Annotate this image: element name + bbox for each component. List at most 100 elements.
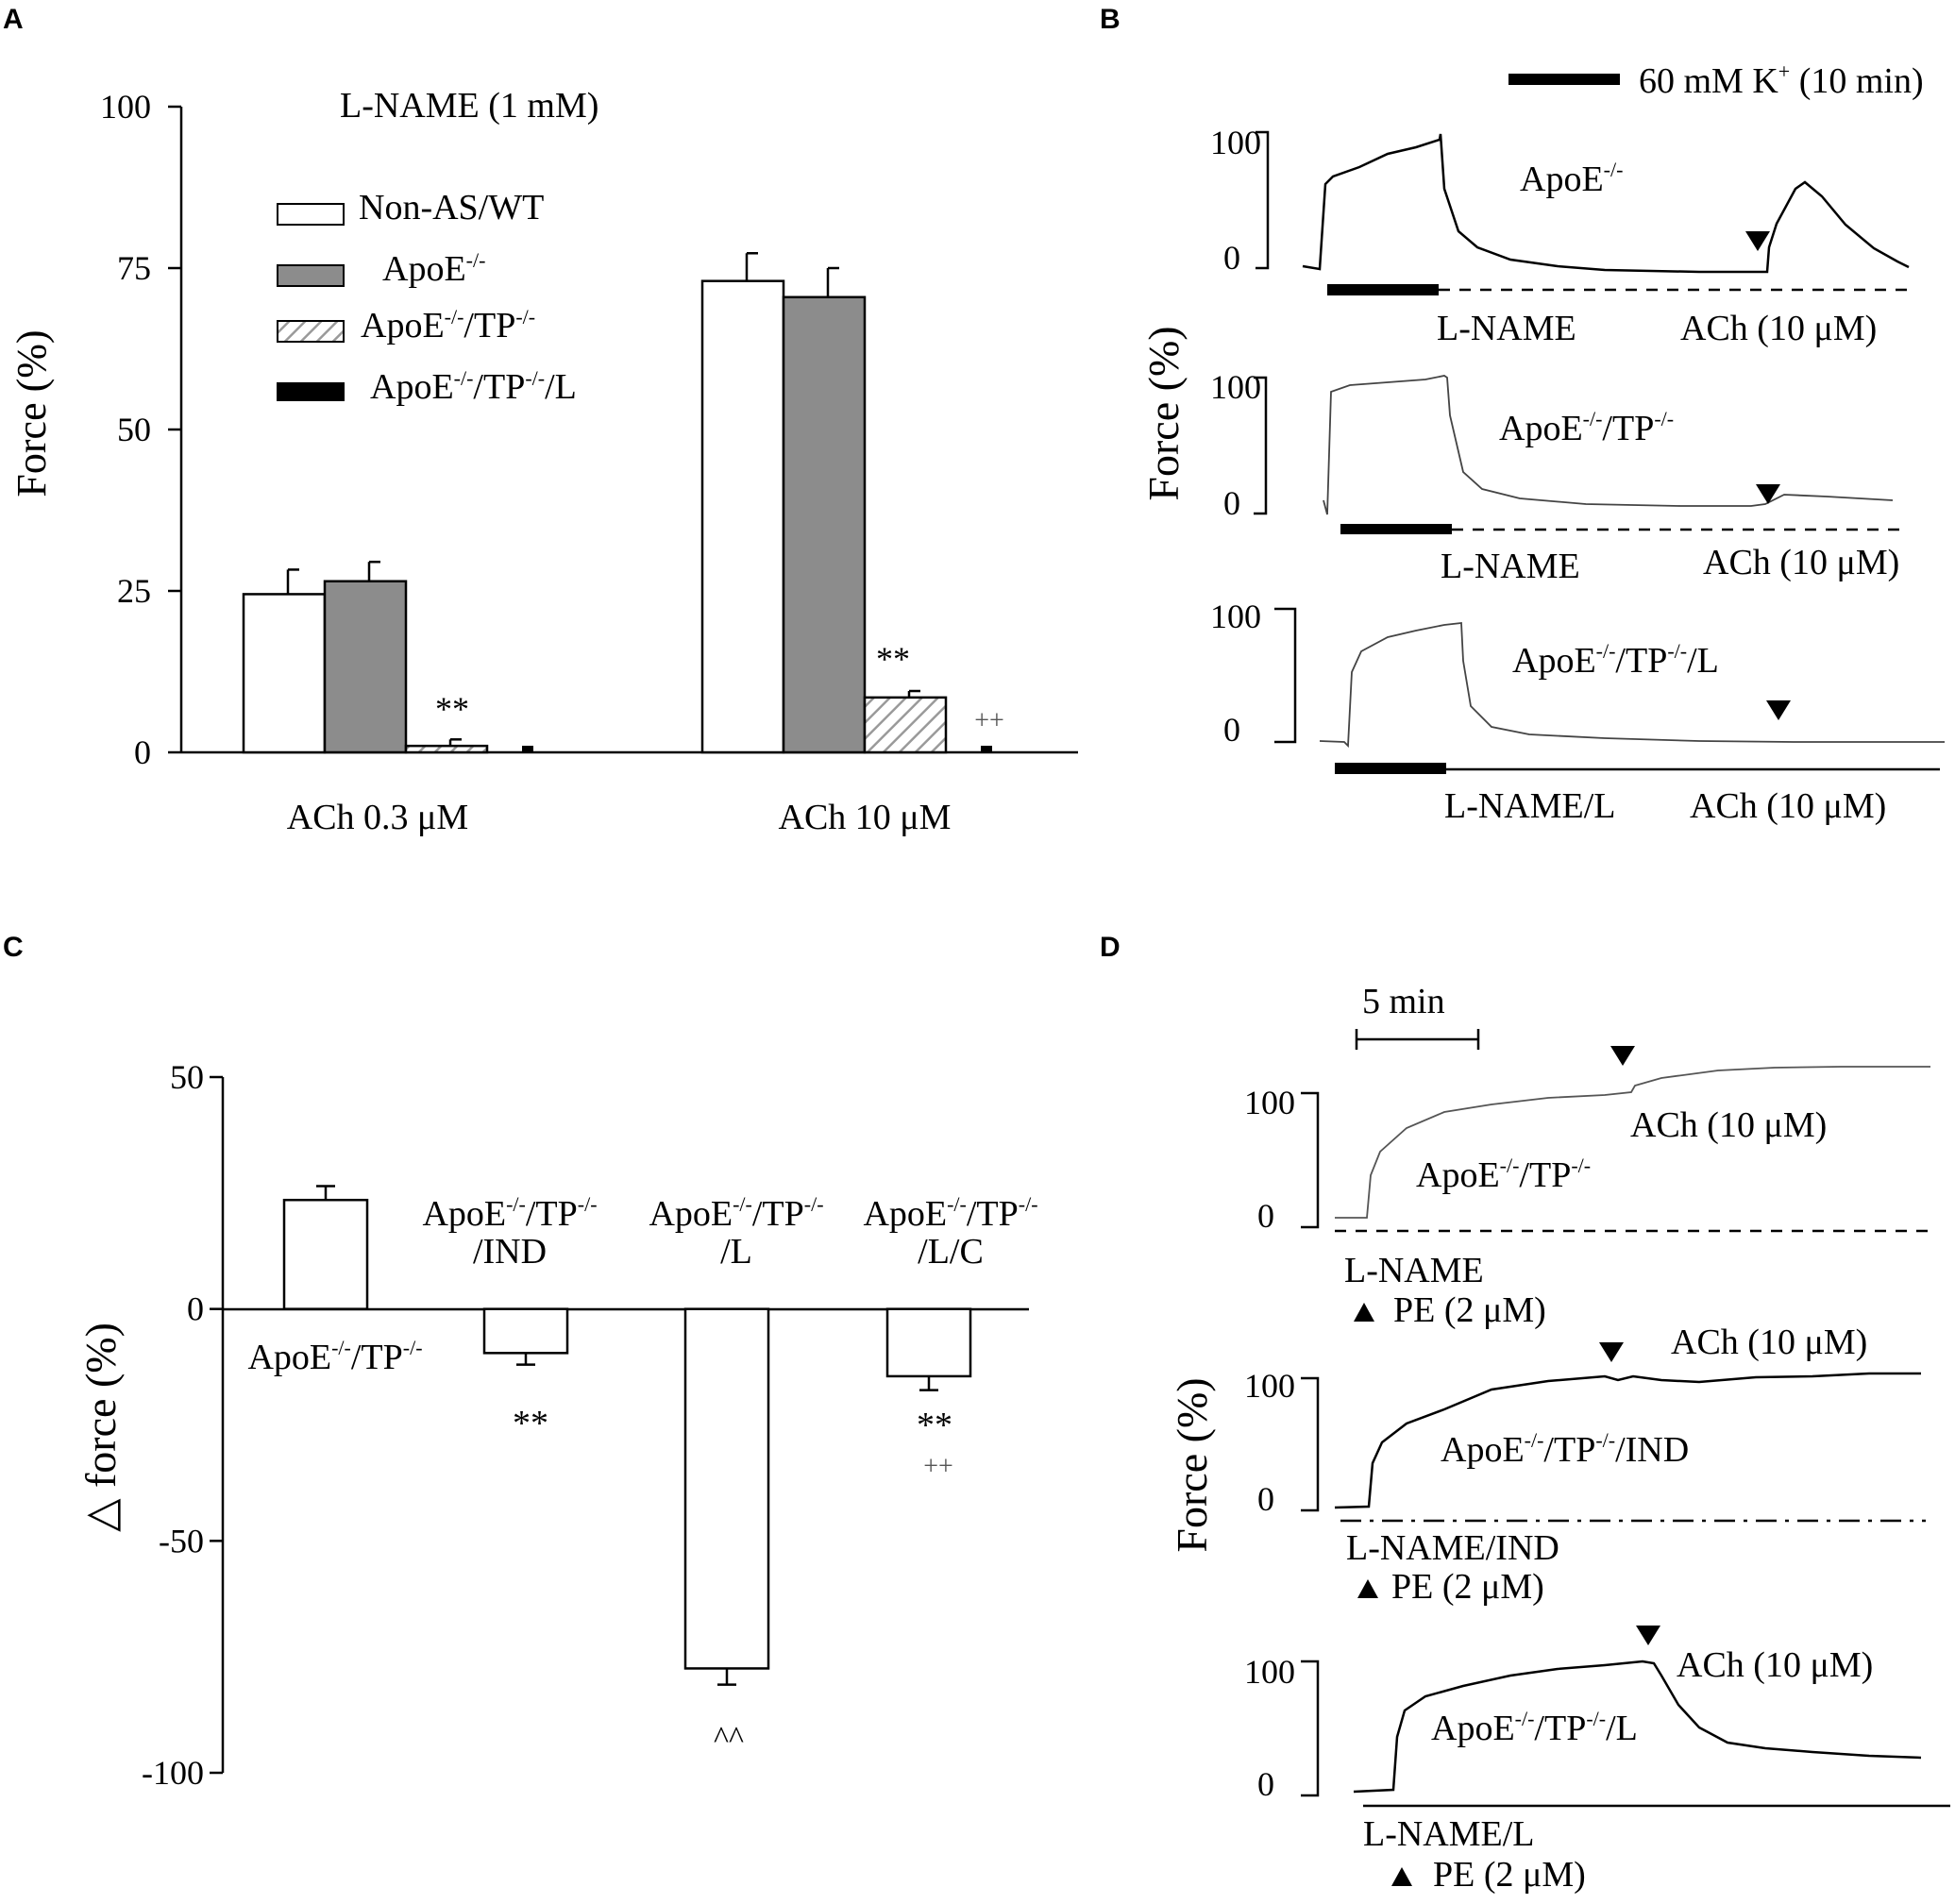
- a-legend-swatch-3: [277, 320, 345, 343]
- b2-treatment-label: L-NAME: [1441, 547, 1580, 586]
- a-legend-swatch-1: [277, 203, 345, 226]
- b1-scale-bracket: [1256, 130, 1270, 270]
- b1-trace-label: ApoE-/-: [1520, 158, 1623, 199]
- d3-ymin-label: 0: [1257, 1765, 1274, 1803]
- a-category-label-2: ACh 10 μM: [779, 798, 952, 837]
- b2-k-bar: [1340, 524, 1452, 534]
- d3-ach-label: ACh (10 μM): [1677, 1645, 1873, 1685]
- a-bar-s1-c1: [242, 593, 327, 754]
- d1-scale-bracket: [1301, 1091, 1320, 1229]
- b3-treatment-label: L-NAME/L: [1444, 786, 1616, 826]
- a-legend-label-2: ApoE-/-: [382, 248, 485, 289]
- b1-ach-label: ACh (10 μM): [1680, 309, 1877, 348]
- d3-pe-label: PE (2 μM): [1433, 1855, 1586, 1895]
- d2-ach-arrow-icon: [1599, 1342, 1624, 1362]
- panel-label-b: B: [1100, 4, 1121, 35]
- b1-ymax-label: 100: [1210, 124, 1261, 161]
- b1-treatment-label: L-NAME: [1437, 309, 1576, 348]
- b3-ymin-label: 0: [1223, 711, 1240, 749]
- d3-trace: [1353, 1660, 1922, 1794]
- d1-ymin-label: 0: [1257, 1197, 1274, 1235]
- d2-pe-label: PE (2 μM): [1391, 1567, 1544, 1607]
- panel-c-bar-chart: 50 0 -50 -100 △ force (%) ApoE-/-/TP-/- Apo…: [76, 1058, 1038, 1792]
- a-legend-label-4: ApoE-/-/TP-/-/L: [370, 366, 577, 407]
- a-legend-swatch-2: [277, 264, 345, 287]
- d2-pe-arrow-icon: [1357, 1579, 1378, 1598]
- b3-trace-label: ApoE-/-/TP-/-/L: [1512, 639, 1719, 681]
- b2-ach-arrow-icon: [1756, 484, 1780, 504]
- a-y-tick-label-0: 0: [134, 733, 151, 771]
- panel-label-d: D: [1100, 932, 1121, 963]
- panel-a-bar-chart: 0 25 50 75 100 L-NAME (1 mM) Force (%) ACh 0…: [8, 86, 1078, 837]
- d1-pe-arrow-icon: [1354, 1303, 1374, 1322]
- d1-trace-label: ApoE-/-/TP-/-: [1416, 1154, 1591, 1195]
- c-category-label-4: ApoE-/-/TP-/-: [863, 1192, 1037, 1234]
- a-bar-s2-c2: [782, 295, 867, 754]
- d3-scale-bracket: [1301, 1660, 1320, 1797]
- c-significance-3: **: [917, 1406, 952, 1445]
- b1-trace: [1302, 133, 1910, 274]
- d1-ach-arrow-icon: [1610, 1046, 1635, 1066]
- panel-label-c: C: [3, 932, 24, 963]
- b3-ach-label: ACh (10 μM): [1690, 786, 1886, 826]
- b2-trace: [1323, 375, 1894, 515]
- d1-treatment-label: L-NAME: [1344, 1251, 1484, 1290]
- a-legend-swatch-4: [277, 382, 345, 401]
- c-category-label-2: ApoE-/-/TP-/-: [422, 1192, 597, 1234]
- b2-ach-label: ACh (10 μM): [1703, 543, 1899, 582]
- c-significance-plus: ++: [923, 1452, 953, 1481]
- b1-ymin-label: 0: [1223, 239, 1240, 277]
- c-significance-1: **: [513, 1404, 548, 1443]
- d2-trace: [1334, 1372, 1921, 1509]
- d3-ach-arrow-icon: [1636, 1626, 1660, 1645]
- b1-k-bar: [1327, 284, 1439, 295]
- a-legend-label-3: ApoE-/-/TP-/-: [361, 305, 535, 345]
- c-bar-3: [683, 1307, 770, 1670]
- d3-treatment-label: L-NAME/L: [1363, 1814, 1535, 1854]
- d3-trace-label: ApoE-/-/TP-/-/L: [1431, 1707, 1638, 1748]
- a-y-axis-label: Force (%): [8, 329, 55, 497]
- c-significance-2: ^^: [714, 1721, 744, 1756]
- a-category-label-1: ACh 0.3 μM: [287, 798, 468, 837]
- b2-ymin-label: 0: [1223, 484, 1240, 522]
- d3-ymax-label: 100: [1244, 1653, 1295, 1691]
- d-time-scale-bar: [1355, 1029, 1480, 1050]
- c-category-label-3: ApoE-/-/TP-/-: [649, 1192, 823, 1234]
- c-category-label-3-line2: /L: [720, 1232, 752, 1272]
- a-significance-plus: ++: [974, 706, 1004, 735]
- d2-scale-bracket: [1301, 1376, 1320, 1512]
- d2-ach-label: ACh (10 μM): [1671, 1323, 1867, 1362]
- c-y-axis-label: △ force (%): [76, 1323, 125, 1532]
- b-k-scale-bar: [1508, 74, 1620, 85]
- b3-trace: [1319, 621, 1945, 749]
- a-significance-1: **: [435, 690, 469, 728]
- b-k-scale-label: 60 mM K+ (10 min): [1639, 59, 1924, 101]
- panel-d-traces: 5 min Force (%) 100 0 ACh (10 μM) ApoE-/…: [1168, 982, 1950, 1895]
- a-bar-s1-c2: [700, 279, 785, 754]
- d3-pe-arrow-icon: [1391, 1867, 1412, 1886]
- b3-ach-arrow-icon: [1766, 700, 1791, 720]
- b2-scale-bracket: [1254, 376, 1268, 515]
- b1-ach-arrow-icon: [1745, 231, 1770, 251]
- d2-ymin-label: 0: [1257, 1480, 1274, 1518]
- b-y-axis-label: Force (%): [1139, 326, 1188, 500]
- a-y-tick-label-3: 75: [117, 249, 151, 287]
- c-y-tick-label-1: 0: [187, 1290, 204, 1328]
- b2-trace-label: ApoE-/-/TP-/-: [1499, 407, 1674, 448]
- a-significance-2: **: [876, 640, 910, 678]
- b3-scale-bracket: [1274, 607, 1297, 744]
- panel-b-traces: 60 mM K+ (10 min) Force (%) 100 0 ApoE-/…: [1139, 59, 1945, 826]
- c-y-tick-label-2: -50: [159, 1522, 204, 1559]
- a-bar-s4-c1: [522, 746, 533, 752]
- c-bar-1: [282, 1198, 369, 1310]
- a-bar-s2-c1: [323, 580, 408, 754]
- c-y-tick-label-3: -100: [142, 1754, 204, 1792]
- b3-k-bar: [1335, 763, 1446, 774]
- d1-trace: [1335, 1066, 1930, 1219]
- c-bars: [282, 1185, 972, 1686]
- a-y-tick-label-1: 25: [117, 572, 151, 610]
- d-y-axis-label: Force (%): [1168, 1377, 1216, 1552]
- a-chart-title: L-NAME (1 mM): [340, 86, 598, 126]
- a-y-tick-label-4: 100: [100, 88, 151, 126]
